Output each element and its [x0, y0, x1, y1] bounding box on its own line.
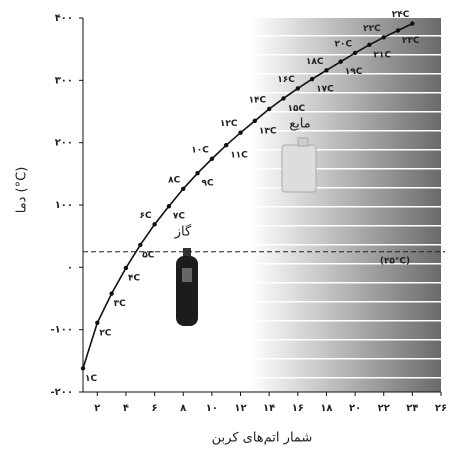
- liquid-label: مایع: [289, 117, 310, 132]
- y-tick-label: ۴۰۰: [55, 13, 73, 24]
- data-point: [281, 96, 286, 101]
- data-point: [324, 68, 329, 73]
- x-tick-label: ۲۰: [349, 403, 361, 414]
- data-point: [109, 291, 114, 296]
- point-label: ۱۰C: [191, 145, 209, 155]
- data-point: [123, 265, 129, 271]
- point-label: ۳C: [114, 299, 126, 309]
- data-point: [238, 130, 243, 135]
- point-label: ۲C: [99, 328, 111, 338]
- x-tick-label: ۲۴: [406, 403, 418, 414]
- point-label: ۲۱C: [373, 50, 391, 60]
- data-line: [82, 22, 413, 369]
- data-point: [80, 366, 86, 371]
- point-label: ۷C: [173, 212, 185, 222]
- data-point: [266, 106, 272, 112]
- point-label: ۱۹C: [345, 67, 363, 77]
- data-point: [224, 142, 229, 148]
- point-label: ۹C: [202, 179, 214, 189]
- point-label: ۱۴C: [249, 96, 267, 106]
- y-tick-label: ۳۰۰: [55, 75, 73, 86]
- x-tick-label: ۸: [180, 403, 186, 414]
- data-point: [309, 76, 315, 82]
- point-label: ۱۷C: [316, 85, 334, 95]
- point-label: ۲۲C: [363, 24, 381, 34]
- point-label: ۴C: [128, 273, 140, 283]
- data-point: [195, 171, 200, 176]
- data-point: [381, 35, 386, 40]
- y-tick-label: -۱۰۰: [51, 325, 73, 336]
- data-point: [209, 156, 215, 162]
- y-tick-label: -۲۰۰: [51, 387, 73, 398]
- point-label: ۱۱C: [230, 151, 248, 161]
- x-tick-label: ۱۴: [263, 403, 275, 414]
- data-point: [295, 86, 300, 91]
- liquid-jug-icon: [281, 137, 317, 193]
- point-label: ۱C: [85, 374, 97, 384]
- data-point: [181, 186, 186, 191]
- data-point: [166, 204, 172, 209]
- y-tick-label: ۱۰۰: [55, 200, 73, 211]
- y-tick-label: ۲۰۰: [55, 138, 73, 149]
- data-point: [352, 50, 358, 56]
- reference-label: (۲۵°C): [380, 256, 410, 266]
- x-tick-label: ۶: [152, 403, 158, 414]
- point-label: ۲۳C: [402, 36, 420, 46]
- point-label: ۵C: [142, 250, 154, 260]
- x-tick-label: ۱۸: [320, 403, 332, 414]
- data-point: [338, 59, 343, 64]
- point-label: ۲۰C: [334, 39, 352, 49]
- point-label: ۲۴C: [392, 10, 410, 20]
- x-tick-label: ۲: [94, 403, 100, 414]
- x-tick-label: ۱۰: [206, 403, 218, 414]
- point-label: ۶C: [139, 211, 151, 221]
- data-point: [138, 242, 143, 248]
- gas-cylinder-icon: [176, 248, 198, 326]
- point-label: ۱۶C: [277, 75, 295, 85]
- x-tick-label: ۲۶: [435, 403, 447, 414]
- data-point: [152, 222, 157, 227]
- data-point: [367, 42, 372, 48]
- x-tick-label: ۴: [123, 403, 129, 414]
- stripes: [250, 18, 441, 392]
- data-point: [410, 21, 415, 26]
- gas-label: گاز: [174, 224, 192, 240]
- x-tick-label: ۲۲: [378, 403, 390, 414]
- data-point: [95, 320, 100, 326]
- point-label: ۱۸C: [306, 57, 324, 67]
- data-point: [252, 118, 258, 124]
- point-label: ۱۳C: [259, 126, 277, 136]
- x-axis-label: شمار اتم‌های کربن: [212, 431, 313, 446]
- x-tick-label: ۱۲: [234, 403, 246, 414]
- y-axis-label: دما (°C): [15, 167, 30, 214]
- point-label: ۸C: [168, 175, 180, 185]
- y-tick-label: ۰: [67, 262, 73, 273]
- data-point: [395, 28, 401, 33]
- x-tick-label: ۱۶: [292, 403, 304, 414]
- point-label: ۱۲C: [220, 119, 238, 129]
- point-label: ۱۵C: [287, 104, 305, 114]
